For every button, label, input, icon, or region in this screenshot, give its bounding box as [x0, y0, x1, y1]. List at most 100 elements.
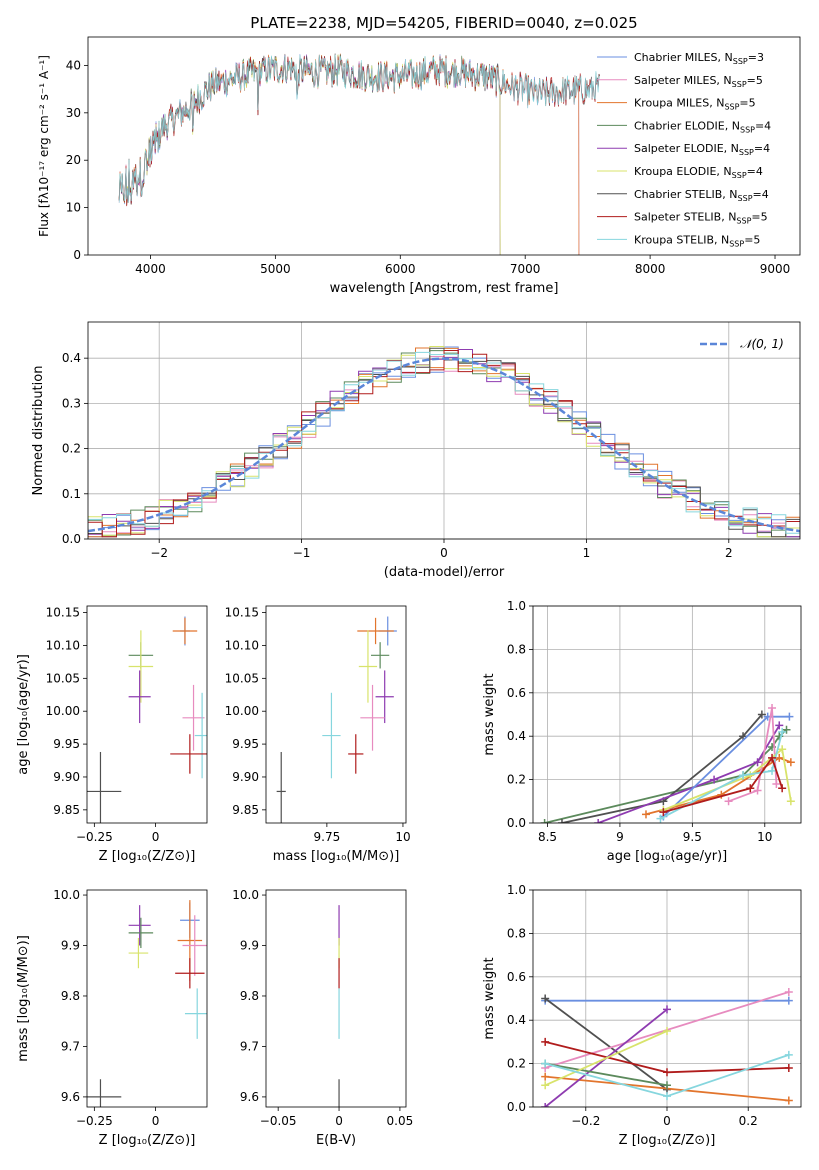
spectrum-legend-label: Kroupa MILES, NSSP=5 — [634, 97, 756, 112]
age_vs_mass-ytick-label: 9.85 — [232, 803, 259, 817]
weight_vs_age-marker — [753, 758, 762, 767]
age_vs_mass-frame — [265, 605, 407, 824]
weight_vs_z-ytick-label: 0.2 — [507, 1057, 526, 1071]
spectrum-legend-count: =5 — [739, 97, 755, 110]
weight_vs_z-ytick-label: 0.4 — [507, 1013, 526, 1027]
spectrum-xlabel: wavelength [Angstrom, rest frame] — [330, 281, 559, 296]
spectrum-legend-subscript: SSP — [739, 148, 754, 157]
weight_vs_age-marker — [757, 710, 766, 719]
mass_vs_z-xtick-label: −0.25 — [76, 1114, 113, 1128]
weight_vs_age-xtick-label: 8.5 — [538, 830, 557, 844]
residuals-ylabel: Normed distribution — [31, 366, 46, 496]
weight_vs_age-ytick-label: 0.0 — [507, 816, 526, 830]
weight_vs_z-marker — [784, 1096, 793, 1105]
spectrum-ylabel: Flux [fλ10⁻¹⁷ erg cm⁻² s⁻¹ A⁻¹] — [37, 55, 51, 237]
residuals-xtick-label: 0 — [440, 546, 448, 560]
weight_vs_age-marker — [782, 725, 791, 734]
spectrum-legend-subscript: SSP — [736, 217, 751, 226]
mass_vs_z-xtick-label: 0 — [152, 1114, 160, 1128]
weight_vs_z-panel: −0.2 0 0.2 0.0 0.2 0.4 0.6 0.8 1.0 Z [log₁₀(Z/Z⊙)… — [482, 883, 802, 1148]
weight_vs_age-marker — [739, 771, 748, 780]
weight_vs_age-marker — [724, 797, 733, 806]
residuals-plot-area — [88, 346, 800, 538]
spectrum-legend-count: =4 — [754, 142, 770, 155]
spectrum-frame — [87, 36, 801, 256]
mass_vs_z-frame — [86, 889, 208, 1108]
weight_vs_age-series-line — [663, 747, 792, 811]
age_vs_mass-point — [357, 617, 394, 645]
mass_vs_z-point — [175, 958, 205, 989]
residuals-xlabel: (data-model)/error — [384, 565, 505, 580]
mass_vs_z-point — [184, 988, 207, 1039]
weight_vs_age-ytick-label: 1.0 — [507, 599, 526, 613]
age_vs_z-xtick-label: −0.25 — [76, 830, 113, 844]
spectrum-legend-label: Kroupa STELIB, NSSP=5 — [634, 233, 760, 248]
weight_vs_age-series-line — [728, 707, 778, 803]
age_vs_mass-point — [322, 692, 341, 779]
weight_vs_age-marker — [739, 732, 748, 741]
figure-title: PLATE=2238, MJD=54205, FIBERID=0040, z=0… — [250, 14, 637, 32]
age_vs_z-ylabel: age [log₁₀(age/yr)] — [16, 654, 31, 775]
weight_vs_z-marker — [784, 1063, 793, 1072]
spectrum-ytick-label: 30 — [66, 106, 81, 120]
mass_vs_z-ytick-label: 9.8 — [61, 989, 80, 1003]
residuals-legend-label: 𝒩(0, 1) — [740, 337, 784, 351]
spectrum-legend-count: =4 — [755, 119, 771, 132]
age_vs_mass-ytick-label: 9.95 — [232, 737, 259, 751]
weight_vs_age-plot-area — [540, 703, 795, 823]
spectrum-panel: 4000 5000 6000 7000 8000 9000 0 10 20 30 40 wavelen… — [37, 36, 801, 296]
age_vs_mass-ytick-label: 9.90 — [232, 770, 259, 784]
weight_vs_age-series-line — [597, 724, 781, 823]
mass_vs_z-ylabel: mass [log₁₀(M/M⊙)] — [16, 935, 31, 1062]
age_vs_mass-point — [348, 734, 364, 774]
age_vs_mass-point — [276, 751, 286, 823]
weight_vs_z-marker — [541, 1037, 550, 1046]
weight_vs_age-marker — [768, 703, 777, 712]
residuals-histogram — [88, 351, 800, 534]
spectrum-series-line — [118, 54, 501, 255]
weight_vs_z-series-line — [544, 997, 668, 1091]
mass_vs_ebv-ytick-label: 9.6 — [240, 1090, 259, 1104]
residuals-gaussian-curve — [88, 357, 800, 533]
residuals-ytick-label: 0.3 — [62, 396, 81, 410]
weight_vs_age-series-line — [660, 731, 784, 820]
spectrum-xtick-label: 8000 — [635, 262, 666, 276]
residuals-panel: −2 −1 0 1 2 0.0 0.1 0.2 0.3 0.4 (data-model)/error… — [31, 321, 801, 580]
age_vs_z-point — [170, 734, 207, 774]
weight_vs_z-marker — [663, 1081, 671, 1090]
age_vs_mass-ytick-label: 10.00 — [225, 704, 259, 718]
age_vs_mass-ytick-label: 10.15 — [225, 606, 259, 620]
spectrum-ytick-label: 40 — [66, 58, 81, 72]
weight_vs_z-ytick-label: 0.8 — [507, 926, 526, 940]
weight_vs_age-xtick-label: 10 — [757, 830, 772, 844]
spectrum-legend-subscript: SSP — [724, 103, 739, 112]
age_vs_mass-ytick-label: 10.05 — [225, 671, 259, 685]
weight_vs_z-xtick-label: 0 — [663, 1114, 671, 1128]
mass_vs_z-ytick-label: 10.0 — [53, 888, 80, 902]
weight_vs_age-marker — [778, 727, 787, 736]
weight_vs_age-ylabel: mass weight — [482, 673, 497, 755]
weight_vs_age-marker — [641, 810, 650, 819]
weight_vs_age-marker — [768, 766, 777, 775]
weight_vs_z-marker — [784, 996, 793, 1005]
weight_vs_z-marker — [784, 987, 793, 996]
weight_vs_z-xlabel: Z [log₁₀(Z/Z⊙)] — [619, 1133, 716, 1148]
spectrum-series-line — [118, 54, 600, 203]
spectrum-legend-subscript: SSP — [738, 194, 753, 203]
age_vs_z-ytick-label: 10.00 — [46, 704, 80, 718]
spectrum-legend-label: Salpeter STELIB, NSSP=5 — [634, 211, 768, 226]
weight_vs_age-marker — [768, 753, 777, 762]
age_vs_mass-point — [375, 670, 394, 724]
weight_vs_z-xtick-label: −0.2 — [571, 1114, 600, 1128]
age_vs_mass-plot-area — [276, 616, 397, 823]
mass_vs_ebv-xtick-label: 0.05 — [387, 1114, 414, 1128]
weight_vs_age-marker — [786, 758, 795, 767]
spectrum-legend-label: Kroupa ELODIE, NSSP=4 — [634, 165, 763, 180]
spectrum-xtick-label: 9000 — [760, 262, 791, 276]
weight_vs_z-ytick-label: 0.0 — [507, 1100, 526, 1114]
spectrum-series-line — [118, 54, 501, 255]
mass_vs_ebv-ytick-label: 10.0 — [232, 888, 259, 902]
weight_vs_age-marker — [710, 775, 719, 784]
mass_vs_ebv-panel: −0.05 0 0.05 9.6 9.7 9.8 9.9 10.0 E(B-V) — [232, 888, 413, 1148]
spectrum-xtick-label: 7000 — [510, 262, 541, 276]
